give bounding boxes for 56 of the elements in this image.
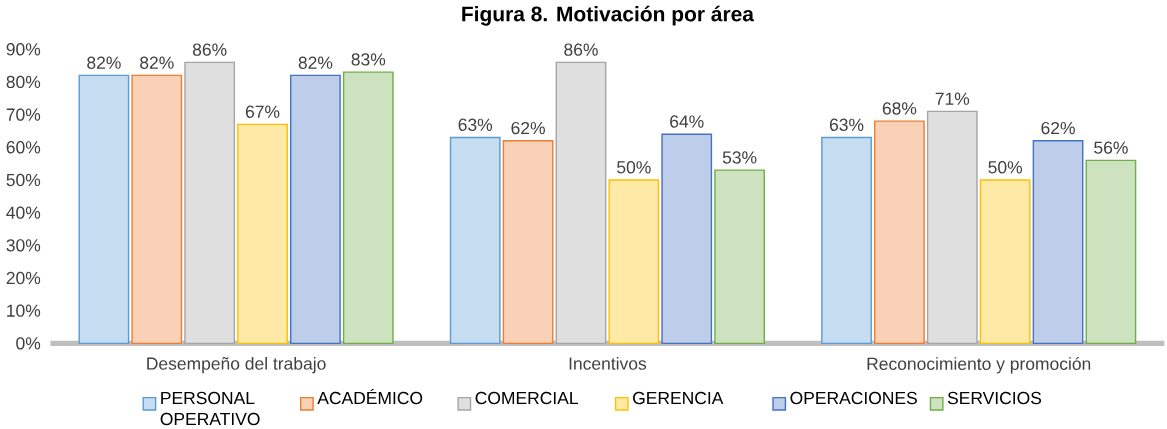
y-tick-label: 0% (16, 337, 41, 350)
bar (1085, 159, 1137, 344)
y-tick-label: 70% (6, 108, 41, 121)
bar (874, 120, 925, 344)
bar (184, 61, 236, 344)
data-label: 56% (1094, 141, 1128, 154)
data-label: 71% (935, 92, 970, 105)
data-label: 86% (192, 43, 227, 56)
y-tick-label: 90% (6, 43, 41, 56)
data-label: 82% (140, 56, 174, 69)
y-tick-label: 20% (6, 271, 41, 285)
data-label: 62% (1041, 121, 1075, 135)
bar (449, 136, 501, 344)
data-label: 64% (670, 115, 704, 128)
x-tick-label: Desempeño del trabajo (147, 356, 326, 374)
legend-label: COMERCIAL (475, 391, 578, 405)
x-tick-label: Reconocimiento y promoción (867, 356, 1091, 374)
data-label: 53% (722, 151, 757, 164)
legend-label: SERVICIOS (947, 391, 1042, 405)
bar (608, 179, 660, 344)
bar (502, 140, 554, 344)
bar (78, 74, 130, 344)
data-label: 67% (245, 105, 280, 118)
bar (290, 74, 341, 344)
bar (926, 110, 978, 344)
data-label: 62% (511, 121, 545, 135)
bar (555, 61, 607, 344)
bar (1032, 140, 1084, 344)
y-tick-label: 40% (6, 206, 41, 219)
y-tick-label: 60% (6, 141, 41, 154)
bar (979, 179, 1031, 344)
y-tick-label: 80% (6, 75, 41, 89)
chart-title: Figura 8. Motivación por área (462, 5, 755, 26)
y-tick-label: 10% (7, 304, 41, 317)
bar (237, 123, 288, 344)
bar (342, 71, 394, 344)
y-tick-label: 30% (6, 239, 41, 252)
data-label: 82% (298, 56, 333, 69)
legend-label: PERSONAL OPERATIVO (160, 391, 260, 426)
data-label: 63% (829, 118, 864, 131)
bar (714, 169, 765, 344)
legend-label: OPERACIONES (790, 391, 917, 405)
legend-label: ACADÉMICO (317, 388, 423, 405)
bar (821, 136, 872, 344)
data-label: 63% (458, 118, 493, 131)
bar (661, 133, 713, 344)
data-label: 68% (882, 102, 917, 115)
data-label: 50% (988, 161, 1023, 174)
bar (131, 74, 183, 344)
x-tick-label: Incentivos (569, 356, 647, 370)
data-label: 82% (87, 56, 121, 69)
data-label: 86% (564, 43, 598, 56)
data-label: 83% (351, 53, 386, 66)
data-label: 50% (617, 161, 651, 174)
legend-label: GERENCIA (633, 391, 724, 405)
y-tick-label: 50% (6, 173, 41, 187)
